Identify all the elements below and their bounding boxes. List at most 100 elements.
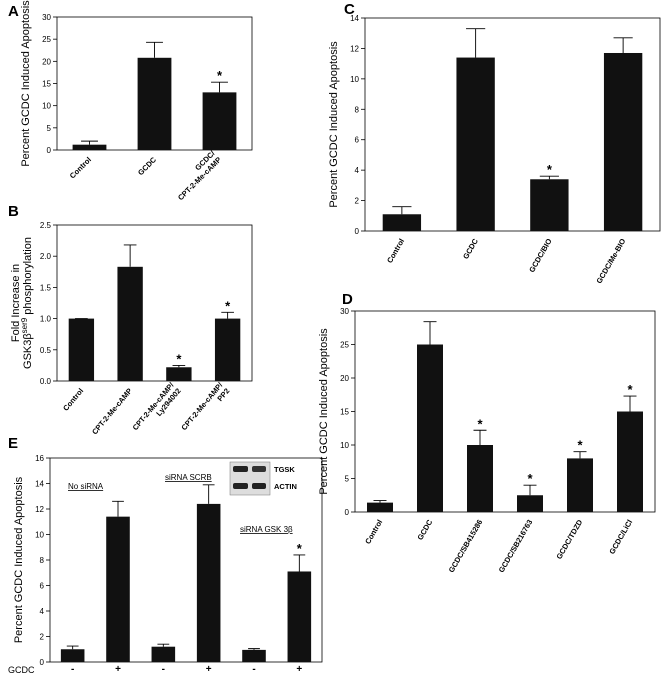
- y-tick-label: 0: [40, 658, 45, 667]
- x-tick-label-line: Control: [385, 237, 406, 265]
- x-tick-label-line: GCDC: [415, 518, 434, 542]
- error-bar: [392, 206, 412, 215]
- x-tick-label: GCDC/LiCl: [607, 518, 634, 556]
- y-axis-label: Fold Increase in: [10, 264, 22, 342]
- inset-label: ACTIN: [274, 482, 297, 491]
- significance-star: *: [527, 471, 533, 486]
- error-bar: [221, 311, 234, 319]
- panel-letter: B: [8, 203, 19, 220]
- plot-frame: [56, 224, 253, 382]
- x-tick-label-line: Control: [61, 386, 85, 412]
- bar: [517, 495, 543, 512]
- blot-band: [252, 466, 266, 472]
- bar: [106, 516, 130, 662]
- bar: [530, 179, 569, 231]
- y-axis-label: Percent GCDC Induced Apoptosis: [20, 0, 32, 167]
- inset-label: TGSK: [274, 465, 295, 474]
- x-tick-label: GCDC/CPT-2-Me-cAMP: [170, 148, 224, 202]
- y-axis-label: Percent GCDC Induced Apoptosis: [13, 476, 25, 643]
- bar: [60, 649, 85, 662]
- x-tick-label: -: [162, 664, 165, 675]
- x-tick-label: GCDC/SB216763: [497, 518, 535, 574]
- y-axis-label-part: phosphorylation: [22, 237, 34, 318]
- error-bar: [81, 140, 98, 145]
- error-bar: [66, 645, 79, 650]
- y-tick-label: 14: [35, 480, 44, 489]
- x-tick-label-line: GCDC: [136, 155, 158, 177]
- bar: [196, 503, 221, 662]
- x-tick-label: Control: [68, 155, 93, 180]
- x-tick-label-line: CPT-2-Me-cAMP: [90, 386, 134, 436]
- y-tick-label: 2.0: [40, 252, 52, 261]
- y-tick-label: 20: [340, 374, 349, 383]
- bar: [137, 57, 172, 150]
- y-tick-label: 0: [355, 227, 360, 236]
- x-tick-label-line: GCDC/LiCl: [607, 518, 634, 556]
- x-tick-label-line: GCDC/SB216763: [497, 518, 535, 574]
- y-tick-label: 12: [35, 505, 44, 514]
- y-tick-label: 0.0: [40, 377, 52, 386]
- x-tick-label: -: [252, 664, 255, 675]
- bar: [382, 214, 422, 231]
- bar: [367, 502, 393, 512]
- y-tick-label: 15: [42, 80, 51, 89]
- bar: [202, 92, 237, 150]
- y-tick-label: 5: [47, 124, 52, 133]
- y-axis-label-part: GSK3β: [22, 333, 34, 369]
- error-bar: [373, 500, 387, 503]
- y-tick-label: 20: [42, 57, 51, 66]
- error-bar: [112, 500, 124, 517]
- x-tick-label: -: [71, 664, 74, 675]
- y-tick-label: 12: [350, 44, 359, 53]
- error-bar: [523, 484, 537, 496]
- bar: [417, 344, 443, 512]
- error-bar: [539, 175, 559, 180]
- bar: [456, 57, 495, 231]
- x-tick-label: GCDC/TDZD: [554, 518, 584, 561]
- y-tick-label: 10: [340, 441, 349, 450]
- error-bar: [293, 554, 306, 572]
- blot-band: [233, 466, 248, 472]
- panel-letter: D: [342, 291, 353, 308]
- y-tick-label: 8: [355, 105, 360, 114]
- y-tick-label: 4: [355, 166, 360, 175]
- y-tick-label: 2: [40, 633, 45, 642]
- x-tick-label: CPT-2-Me-cAMP: [90, 386, 134, 436]
- error-bar: [172, 364, 186, 368]
- x-tick-label: Control: [385, 237, 406, 265]
- y-tick-label: 0: [47, 146, 52, 155]
- error-bar: [623, 395, 637, 412]
- y-axis-label: Percent GCDC Induced Apoptosis: [318, 328, 330, 495]
- x-tick-label-line: GCDC/SB415286: [447, 518, 485, 574]
- y-tick-label: 4: [40, 607, 45, 616]
- y-tick-label: 0.5: [40, 346, 52, 355]
- y-tick-label: 10: [35, 531, 44, 540]
- y-tick-label: 30: [42, 13, 51, 22]
- x-tick-label: CPT-2-Me-cAMP/Ly294002: [131, 380, 184, 438]
- y-tick-label: 10: [42, 102, 51, 111]
- bar: [214, 318, 241, 381]
- x-tick-label: GCDC/BIO: [527, 237, 554, 274]
- bar: [72, 144, 107, 150]
- x-tick-label: +: [296, 664, 302, 675]
- error-bar: [202, 484, 215, 504]
- x-tick-label: Control: [61, 386, 85, 412]
- error-bar: [157, 643, 170, 647]
- significance-star: *: [225, 298, 231, 313]
- y-tick-label: 16: [35, 454, 44, 463]
- x-tick-label-line: GCDC/Me-BIO: [594, 237, 627, 285]
- bar: [117, 266, 143, 381]
- error-bar: [573, 451, 587, 459]
- blot-inset: [229, 461, 271, 496]
- y-tick-label: 25: [340, 341, 349, 350]
- annotation: No siRNA: [68, 482, 104, 491]
- x-tick-label: GCDC: [461, 237, 480, 261]
- x-tick-label: +: [115, 664, 121, 675]
- y-tick-label: 6: [355, 136, 360, 145]
- bar: [166, 367, 192, 381]
- significance-star: *: [297, 541, 303, 556]
- y-tick-label: 2: [355, 197, 360, 206]
- bar: [603, 52, 643, 231]
- y-tick-label: 25: [42, 35, 51, 44]
- bar: [287, 571, 312, 662]
